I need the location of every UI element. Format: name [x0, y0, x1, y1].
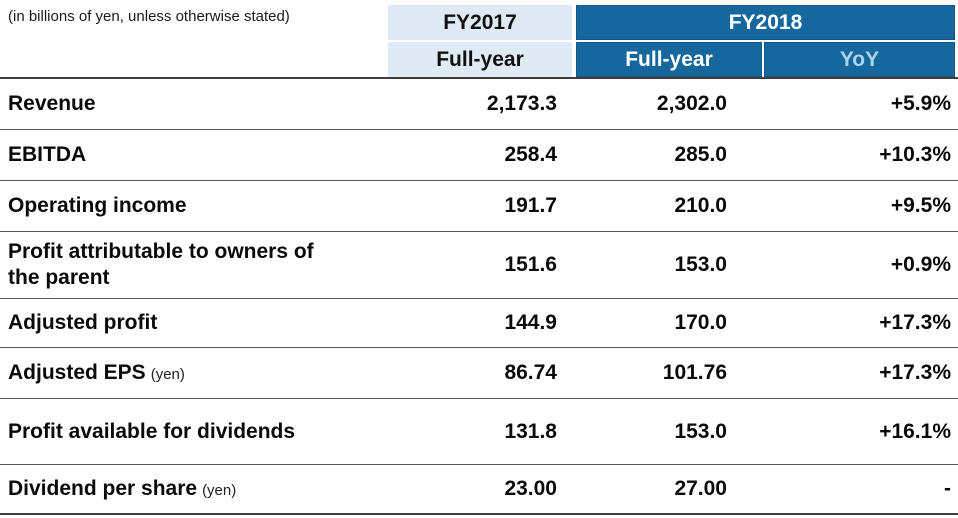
- table-row-revenue: Revenue 2,173.3 2,302.0 +5.9%: [0, 79, 958, 130]
- row-label: Operating income: [8, 194, 187, 218]
- yoy-value: -: [944, 477, 951, 500]
- fy2018-value: 285.0: [674, 143, 727, 166]
- header-fy2017: FY2017: [388, 5, 572, 40]
- row-label: Revenue: [8, 92, 96, 116]
- row-label: Dividend per share (yen): [8, 477, 237, 501]
- fy2017-value: 131.8: [504, 419, 557, 443]
- row-label: EBITDA: [8, 143, 87, 167]
- yoy-value: +9.5%: [890, 194, 951, 217]
- header-fy2018-yoy: YoY: [764, 42, 955, 77]
- yoy-value: +16.1%: [879, 419, 951, 443]
- yoy-value: +17.3%: [879, 361, 951, 384]
- fy2017-value: 258.4: [504, 143, 557, 166]
- header-fy2018-fullyear-label: Full-year: [625, 47, 713, 71]
- row-label: Adjusted profit: [8, 311, 158, 335]
- fy2018-value: 153.0: [674, 419, 727, 443]
- fy2017-value: 151.6: [504, 253, 557, 276]
- unit-note: (in billions of yen, unless otherwise st…: [8, 8, 290, 25]
- header-fy2017-fullyear: Full-year: [388, 42, 572, 77]
- fy2017-value: 86.74: [504, 361, 557, 384]
- yoy-value: +0.9%: [890, 253, 951, 276]
- fy2018-value: 101.76: [662, 361, 727, 384]
- row-label: Profit attributable to owners of the par…: [8, 240, 314, 289]
- header-fy2018-label: FY2018: [728, 10, 803, 34]
- fy2017-value: 2,173.3: [486, 92, 557, 115]
- row-label: Adjusted EPS (yen): [8, 361, 185, 385]
- row-label: Profit available for dividends: [8, 419, 296, 443]
- financial-table: Revenue 2,173.3 2,302.0 +5.9% EBITDA 258…: [0, 77, 958, 515]
- yoy-value: +17.3%: [879, 311, 951, 334]
- table-row-profit-available-dividends: Profit available for dividends 131.8 153…: [0, 399, 958, 465]
- fy2017-value: 144.9: [504, 311, 557, 334]
- header-fy2018-yoy-label: YoY: [839, 47, 880, 71]
- fy2018-value: 153.0: [674, 253, 727, 276]
- fy2017-value: 23.00: [504, 477, 557, 500]
- fy2018-value: 2,302.0: [656, 92, 727, 115]
- fy2017-value: 191.7: [504, 194, 557, 217]
- header-fy2018-fullyear: Full-year: [576, 42, 762, 77]
- fy2018-value: 170.0: [674, 311, 727, 334]
- table-row-adjusted-eps: Adjusted EPS (yen) 86.74 101.76 +17.3%: [0, 348, 958, 399]
- yoy-value: +5.9%: [890, 92, 951, 115]
- table-row-operating-income: Operating income 191.7 210.0 +9.5%: [0, 181, 958, 232]
- header-fy2018: FY2018: [576, 5, 955, 40]
- fy2018-value: 210.0: [674, 194, 727, 217]
- table-row-ebitda: EBITDA 258.4 285.0 +10.3%: [0, 130, 958, 181]
- fy2018-value: 27.00: [674, 477, 727, 500]
- header-fy2017-label: FY2017: [443, 10, 517, 34]
- table-row-dividend-per-share: Dividend per share (yen) 23.00 27.00 -: [0, 465, 958, 515]
- yoy-value: +10.3%: [879, 143, 951, 166]
- table-row-profit-attributable: Profit attributable to owners of the par…: [0, 232, 958, 299]
- table-row-adjusted-profit: Adjusted profit 144.9 170.0 +17.3%: [0, 299, 958, 348]
- header-fy2017-fullyear-label: Full-year: [436, 47, 524, 71]
